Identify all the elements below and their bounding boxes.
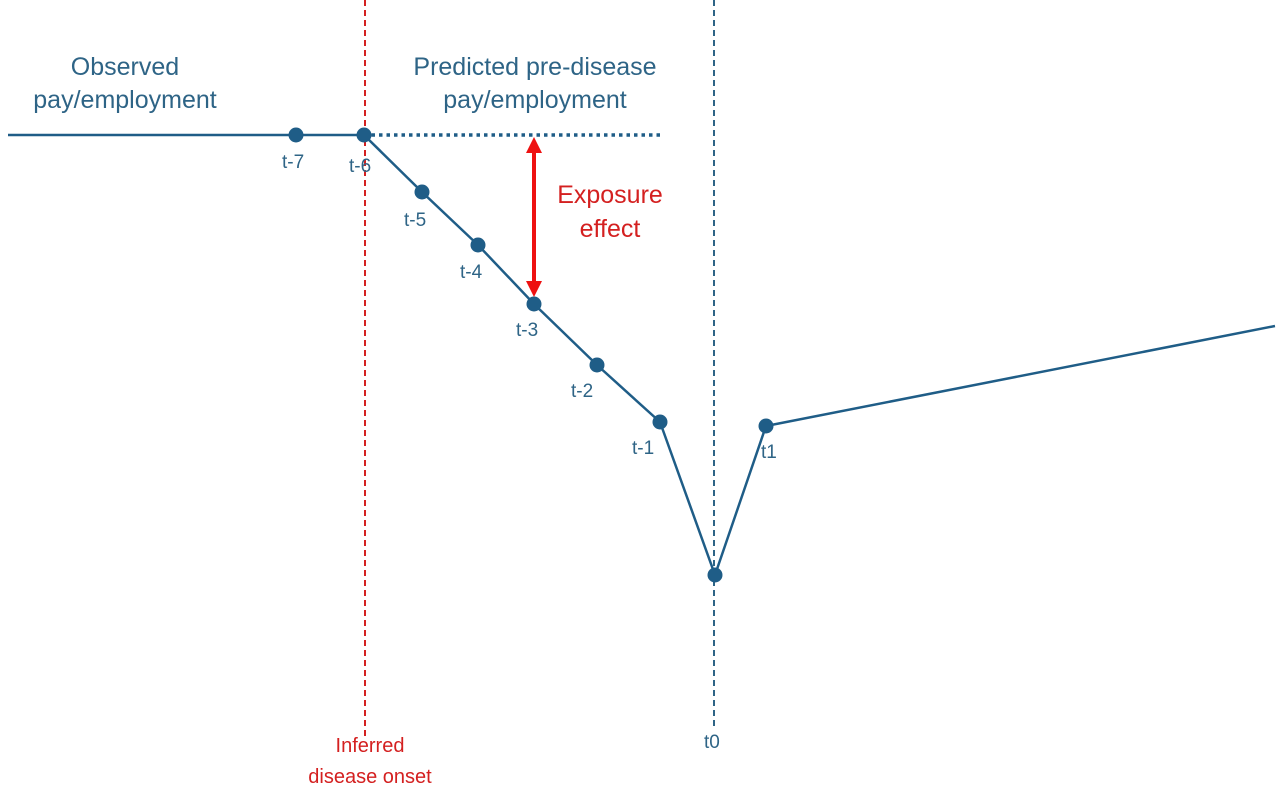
point-t-3 xyxy=(526,296,542,312)
observed-label-line2: pay/employment xyxy=(33,86,217,114)
exposure-effect-arrow xyxy=(526,137,542,297)
point-label-t-5: t-5 xyxy=(404,210,427,231)
point-t-1 xyxy=(652,414,668,430)
predicted-label-line2: pay/employment xyxy=(443,86,627,114)
point-label-t-4: t-4 xyxy=(460,262,483,283)
point-label-t1: t1 xyxy=(761,442,777,463)
point-t-5 xyxy=(414,184,430,200)
point-t-7 xyxy=(288,127,304,143)
onset-label-line2: disease onset xyxy=(308,766,432,788)
exposure-effect-label: Exposure effect xyxy=(540,178,680,246)
point-t-6 xyxy=(356,127,372,143)
predicted-label: Predicted pre-disease pay/employment xyxy=(380,51,690,117)
data-points xyxy=(288,127,774,583)
exposure-label-line1: Exposure xyxy=(557,181,663,209)
point-label-t-6: t-6 xyxy=(349,156,372,177)
t0-axis-label: t0 xyxy=(704,732,720,753)
point-t-2 xyxy=(589,357,605,373)
point-label-t-2: t-2 xyxy=(571,381,594,402)
point-label-t-1: t-1 xyxy=(632,438,655,459)
disease-onset-label: Inferred disease onset xyxy=(290,731,450,793)
point-label-t-7: t-7 xyxy=(282,152,305,173)
point-label-t-3: t-3 xyxy=(516,320,539,341)
point-t0 xyxy=(707,567,723,583)
predicted-label-line1: Predicted pre-disease xyxy=(413,53,657,81)
observed-label: Observed pay/employment xyxy=(0,51,250,117)
point-t-4 xyxy=(470,237,486,253)
exposure-label-line2: effect xyxy=(579,215,641,243)
observed-label-line1: Observed xyxy=(70,53,180,81)
point-t1 xyxy=(758,418,774,434)
onset-label-line1: Inferred xyxy=(335,735,405,757)
